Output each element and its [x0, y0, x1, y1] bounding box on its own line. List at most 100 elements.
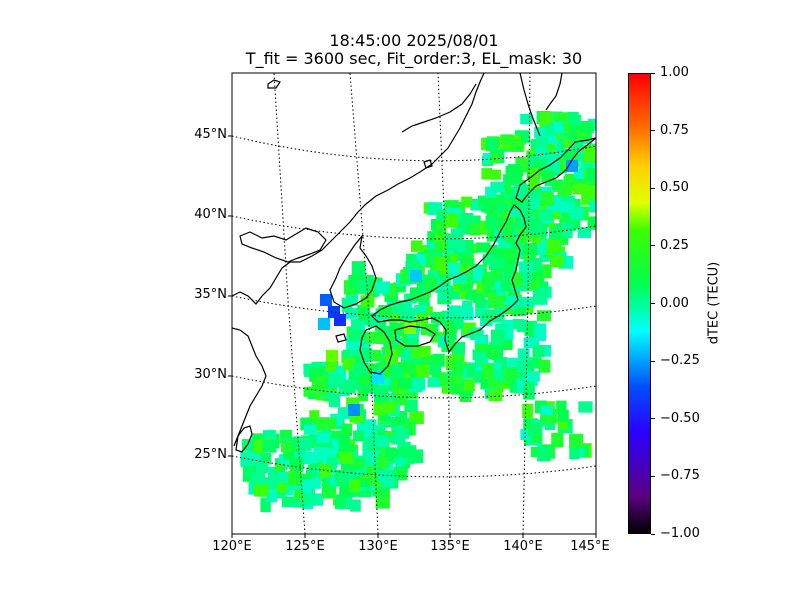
dtec-cell	[298, 438, 312, 452]
dtec-cell	[465, 289, 480, 300]
dtec-cell	[462, 239, 474, 255]
dtec-cell	[586, 167, 596, 181]
dtec-cell	[303, 386, 319, 397]
dtec-cell	[581, 121, 594, 133]
dtec-cell	[528, 177, 541, 190]
colorbar-tick	[651, 130, 655, 132]
dtec-cell	[294, 447, 306, 463]
dtec-cell	[339, 433, 351, 446]
dtec-cell	[554, 112, 569, 123]
dtec-cell	[415, 253, 426, 267]
lat-label-40: 40°N	[194, 207, 227, 222]
dtec-cell	[288, 470, 300, 485]
dtec-cell	[364, 477, 377, 491]
dtec-cell	[476, 242, 491, 253]
colorbar-tick-label: −1.00	[660, 526, 700, 541]
graticule-lon-140	[522, 73, 531, 534]
dtec-cell	[349, 478, 361, 493]
dtec-cell	[339, 451, 354, 464]
dtec-cell	[322, 476, 335, 487]
lon-label-135: 135°E	[430, 539, 470, 554]
dtec-cell	[334, 495, 346, 509]
dtec-cell	[436, 220, 447, 235]
dtec-cell	[383, 401, 397, 414]
dtec-cell	[545, 124, 558, 136]
dtec-cell	[358, 373, 370, 385]
dtec-cell	[574, 177, 589, 189]
dtec-cell	[436, 209, 448, 221]
dtec-cell	[503, 192, 514, 205]
dtec-cell	[351, 261, 366, 276]
dtec-cell	[431, 311, 445, 324]
dtec-cell	[453, 272, 467, 284]
dtec-cell	[348, 404, 360, 416]
coastline-mainland	[232, 73, 485, 305]
coastline-island-1	[267, 79, 281, 89]
dtec-cell	[570, 214, 581, 229]
dtec-cell	[448, 262, 460, 276]
dtec-cell	[504, 268, 516, 283]
dtec-cell	[480, 378, 491, 390]
dtec-cell	[490, 329, 506, 343]
dtec-cell	[357, 476, 369, 488]
colorbar-tick-label: 0.75	[660, 122, 689, 138]
dtec-cell	[486, 138, 498, 152]
dtec-cell	[515, 361, 528, 375]
dtec-cell	[577, 227, 592, 239]
dtec-cell	[573, 168, 585, 179]
colorbar-tick	[651, 245, 655, 247]
dtec-cell	[475, 297, 486, 309]
dtec-cell	[551, 432, 564, 448]
dtec-cell	[434, 241, 448, 253]
lat-label-35: 35°N	[194, 287, 227, 302]
dtec-cell	[395, 411, 408, 422]
dtec-cell	[521, 303, 534, 314]
dtec-cell	[287, 437, 301, 449]
dtec-cell	[501, 134, 514, 145]
dtec-cell	[357, 386, 368, 402]
dtec-cell	[515, 214, 526, 230]
dtec-cell	[326, 456, 338, 469]
dtec-cell	[529, 257, 543, 272]
dtec-cell	[395, 392, 408, 406]
colorbar-tick-label: −0.25	[660, 353, 700, 369]
dtec-cell	[477, 195, 491, 208]
graticule-lat-40	[232, 215, 596, 240]
dtec-cell	[414, 364, 430, 378]
dtec-cell	[585, 144, 596, 155]
dtec-cell	[268, 466, 280, 477]
dtec-cell	[523, 386, 535, 400]
dtec-cell	[537, 447, 551, 462]
dtec-cell	[420, 354, 435, 366]
dtec-cell	[481, 364, 494, 379]
dtec-cell	[557, 185, 569, 197]
dtec-cell	[305, 452, 318, 464]
dtec-cell	[569, 447, 580, 460]
dtec-cell	[532, 289, 548, 305]
dtec-cell	[334, 314, 346, 326]
dtec-cell	[327, 438, 339, 453]
colorbar-tick-label: −0.50	[660, 410, 700, 426]
dtec-cell	[557, 233, 569, 245]
colorbar-tick	[651, 533, 655, 535]
dtec-cell	[446, 207, 461, 219]
dtec-cell	[426, 239, 441, 252]
coastline-kamchatka-ish	[545, 73, 563, 111]
dtec-cell	[306, 467, 320, 478]
dtec-cells	[240, 110, 596, 513]
dtec-cell	[523, 337, 539, 348]
dtec-cell	[369, 350, 381, 361]
dtec-cell	[415, 346, 431, 357]
dtec-cell	[378, 305, 392, 318]
graticule-lat-30	[232, 375, 596, 399]
dtec-cell	[586, 185, 596, 198]
dtec-cell	[341, 443, 354, 456]
dtec-cell	[563, 136, 575, 148]
dtec-cell	[532, 345, 545, 358]
colorbar-tick	[651, 303, 655, 304]
dtec-cell	[462, 300, 473, 312]
dtec-cell	[351, 320, 362, 331]
dtec-cell	[570, 137, 584, 151]
dtec-cell	[518, 202, 532, 217]
dtec-cell	[404, 362, 416, 374]
